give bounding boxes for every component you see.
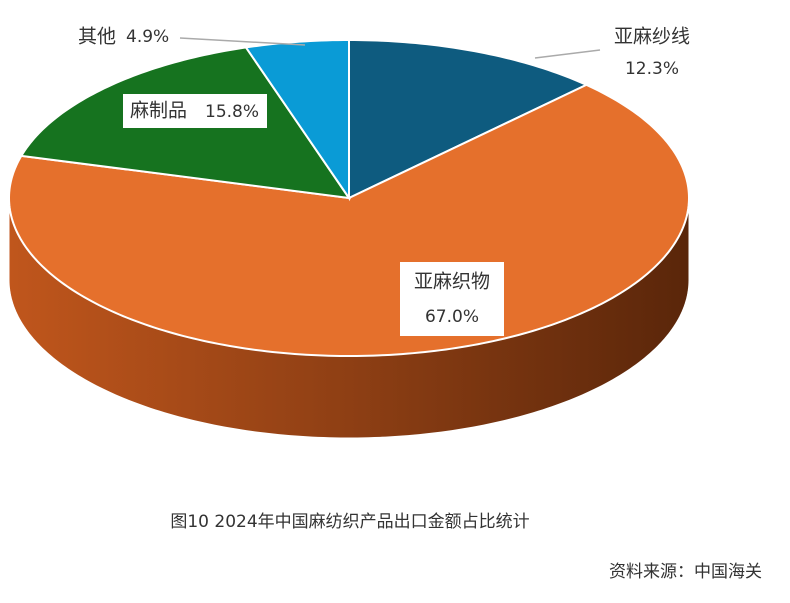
leader-line xyxy=(179,37,306,46)
data-label-value: 15.8% xyxy=(205,102,259,122)
leader-line xyxy=(534,49,601,59)
labels: 亚麻纱线 12.3% 亚麻织物 67.0% 麻制品 15.8% 其他 4.9% xyxy=(78,26,690,336)
pie xyxy=(8,38,691,439)
label-box xyxy=(123,94,267,128)
label-box xyxy=(400,262,504,336)
slice xyxy=(244,38,350,202)
data-label-name: 麻制品 xyxy=(130,100,187,122)
data-label-name: 亚麻织物 xyxy=(414,271,490,293)
data-label-value: 4.9% xyxy=(126,27,169,47)
data-label-name: 亚麻纱线 xyxy=(614,26,690,48)
data-label-value: 12.3% xyxy=(625,59,679,79)
chart-caption: 图10 2024年中国麻纺织产品出口金额占比统计 xyxy=(170,512,529,532)
slice xyxy=(348,38,589,200)
data-label-name: 其他 xyxy=(78,26,116,48)
source-note: 资料来源：中国海关 xyxy=(609,562,762,582)
data-label-value: 67.0% xyxy=(425,307,479,327)
slice xyxy=(8,83,691,357)
